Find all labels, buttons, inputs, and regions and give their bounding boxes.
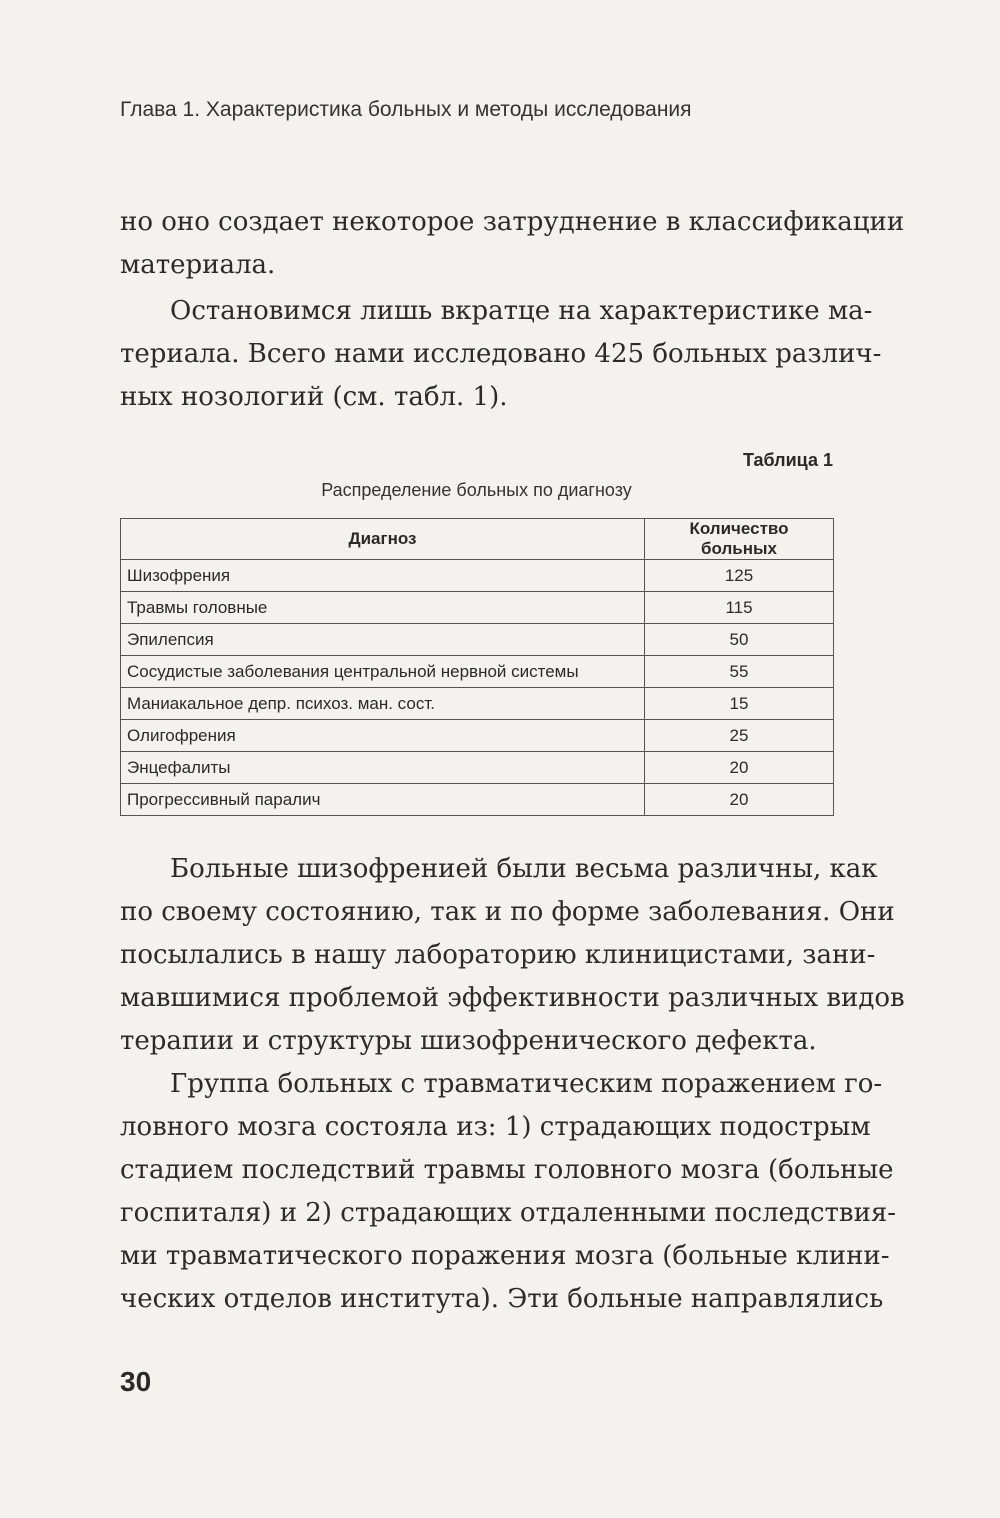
- text-line: ческих отделов института). Эти больные н…: [120, 1284, 884, 1314]
- diagnosis-cell: Эпилепсия: [120, 623, 645, 656]
- text-line: Группа больных с травматическим поражени…: [170, 1069, 883, 1099]
- text-line: мавшимися проблемой эффективности различ…: [120, 983, 905, 1013]
- page-number: 30: [120, 1366, 152, 1397]
- paragraph-4: Группа больных с травматическим поражени…: [120, 1063, 897, 1321]
- text-line: стадием последствий травмы головного моз…: [120, 1155, 894, 1185]
- diagnosis-cell: Травмы головные: [120, 591, 645, 624]
- count-cell: 20: [644, 751, 834, 784]
- table-row: Маниакальное депр. психоз. ман. сост. 15: [120, 687, 834, 720]
- count-cell: 20: [644, 783, 834, 816]
- text-line: ных нозологий (см. табл. 1).: [120, 382, 508, 412]
- paragraph-3: Больные шизофренией были весьма различны…: [120, 848, 905, 1063]
- text-line: Остановимся лишь вкратце на характеристи…: [170, 296, 873, 326]
- table-row: Олигофрения 25: [120, 719, 834, 752]
- column-header-diagnosis: Диагноз: [120, 518, 645, 560]
- diagnosis-table: Диагноз Количество больных Шизофрения 125…: [120, 518, 834, 816]
- count-cell: 115: [644, 591, 834, 624]
- table-row: Прогрессивный паралич 20: [120, 783, 834, 816]
- table-header-row: Диагноз Количество больных: [120, 518, 834, 560]
- paragraph-1: но оно создает некоторое затруднение в к…: [120, 201, 905, 287]
- count-cell: 25: [644, 719, 834, 752]
- count-cell: 125: [644, 559, 834, 592]
- diagnosis-cell: Энцефалиты: [120, 751, 645, 784]
- diagnosis-cell: Прогрессивный паралич: [120, 783, 645, 816]
- text-line: посылались в нашу лабораторию клинициста…: [120, 940, 876, 970]
- text-line: териала. Всего нами исследовано 425 боль…: [120, 339, 882, 369]
- count-cell: 55: [644, 655, 834, 688]
- running-header: Глава 1. Характеристика больных и методы…: [120, 98, 692, 121]
- text-line: терапии и структуры шизофренического деф…: [120, 1026, 817, 1056]
- table-row: Травмы головные 115: [120, 591, 834, 624]
- text-line: по своему состоянию, так и по форме забо…: [120, 897, 895, 927]
- text-line: материала.: [120, 250, 276, 280]
- text-line: Больные шизофренией были весьма различны…: [170, 854, 878, 884]
- count-cell: 15: [644, 687, 834, 720]
- table-caption: Распределение больных по диагнозу: [321, 480, 632, 500]
- diagnosis-cell: Маниакальное депр. психоз. ман. сост.: [120, 687, 645, 720]
- text-line: ми травматического поражения мозга (боль…: [120, 1241, 890, 1271]
- count-cell: 50: [644, 623, 834, 656]
- text-line: но оно создает некоторое затруднение в к…: [120, 207, 905, 237]
- table-label: Таблица 1: [742, 450, 833, 470]
- table-row: Шизофрения 125: [120, 559, 834, 592]
- table-row: Сосудистые заболевания центральной нервн…: [120, 655, 834, 688]
- diagnosis-cell: Сосудистые заболевания центральной нервн…: [120, 655, 645, 688]
- text-line: госпиталя) и 2) страдающих отдаленными п…: [120, 1198, 897, 1228]
- text-line: ловного мозга состояла из: 1) страдающих…: [120, 1112, 871, 1142]
- diagnosis-cell: Олигофрения: [120, 719, 645, 752]
- table-row: Эпилепсия 50: [120, 623, 834, 656]
- paragraph-2: Остановимся лишь вкратце на характеристи…: [120, 290, 882, 419]
- table-row: Энцефалиты 20: [120, 751, 834, 784]
- diagnosis-cell: Шизофрения: [120, 559, 645, 592]
- column-header-count: Количество больных: [644, 518, 834, 560]
